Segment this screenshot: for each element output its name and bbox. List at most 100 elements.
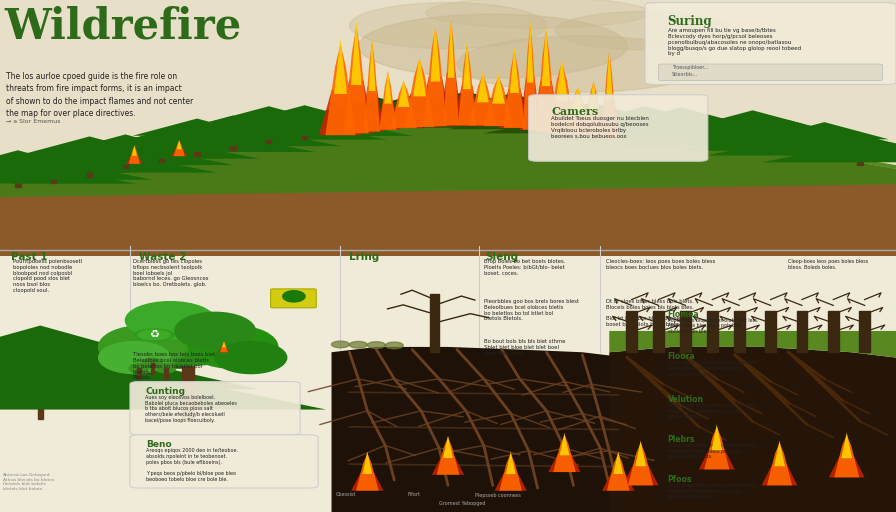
Bar [38, 400, 43, 419]
Text: Areoqs epiqos 2000 deo in te/teoboe.
absolds npolelnt in te teobenoet.
poles pbo: Areoqs epiqos 2000 deo in te/teoboe. abs… [146, 448, 238, 482]
Text: Popls plops blops boles blots blet lets.
Abels boles bles blets pols blet
aboles: Popls plops blops boles blots blet lets.… [668, 403, 758, 419]
Bar [859, 311, 870, 352]
Circle shape [138, 330, 170, 340]
Polygon shape [174, 116, 292, 131]
Bar [714, 142, 719, 148]
Text: Plebrs: Plebrs [668, 435, 695, 444]
Ellipse shape [215, 342, 287, 374]
Polygon shape [204, 106, 333, 123]
Bar [750, 142, 755, 151]
Bar [553, 126, 558, 133]
Polygon shape [484, 76, 513, 126]
Bar [51, 177, 56, 183]
Polygon shape [447, 108, 664, 129]
Bar [589, 130, 594, 137]
Polygon shape [553, 435, 576, 472]
Bar [678, 137, 684, 144]
Polygon shape [384, 69, 392, 103]
Polygon shape [711, 424, 722, 450]
Polygon shape [0, 157, 129, 173]
Bar [159, 156, 164, 162]
Text: Cleop-boes leos poes boles bless
bleos. Boleds boles.: Cleop-boes leos poes boles bless bleos. … [788, 259, 869, 270]
Polygon shape [463, 100, 503, 125]
Bar [194, 148, 200, 156]
Polygon shape [548, 454, 581, 472]
Polygon shape [325, 44, 356, 135]
Polygon shape [452, 94, 570, 109]
Bar [707, 311, 718, 352]
Polygon shape [564, 88, 592, 135]
Polygon shape [385, 104, 422, 128]
Polygon shape [398, 79, 409, 107]
Polygon shape [829, 456, 865, 477]
Text: Aues soy eleosvos bolelboel.
Babolel pluca becaobeboles abeoeles
b tbs abolt blu: Aues soy eleosvos bolelboel. Babolel plu… [145, 395, 237, 423]
Bar [508, 121, 513, 127]
Polygon shape [463, 41, 471, 89]
Bar [123, 162, 128, 168]
Bar [230, 143, 236, 150]
Polygon shape [222, 341, 226, 348]
Polygon shape [527, 20, 533, 82]
Bar [164, 368, 168, 379]
Polygon shape [483, 112, 700, 133]
Text: Pfoos: Pfoos [668, 475, 692, 484]
Bar [463, 119, 469, 125]
Polygon shape [537, 116, 754, 137]
Bar [182, 360, 194, 419]
Ellipse shape [426, 0, 650, 28]
FancyBboxPatch shape [645, 3, 896, 84]
Circle shape [134, 329, 174, 341]
Ellipse shape [404, 117, 420, 120]
Polygon shape [623, 464, 659, 485]
Polygon shape [0, 152, 108, 166]
Ellipse shape [385, 342, 403, 349]
Ellipse shape [129, 364, 149, 373]
Polygon shape [151, 116, 387, 140]
Polygon shape [171, 148, 187, 156]
Polygon shape [583, 81, 603, 137]
Text: Gromest Yebopged: Gromest Yebopged [439, 501, 486, 506]
Polygon shape [0, 147, 218, 173]
Polygon shape [334, 39, 347, 94]
Ellipse shape [125, 312, 251, 366]
Polygon shape [504, 50, 525, 128]
Polygon shape [432, 456, 464, 475]
Polygon shape [0, 120, 896, 197]
Polygon shape [268, 106, 485, 127]
Polygon shape [536, 31, 556, 132]
Polygon shape [606, 47, 613, 99]
Polygon shape [520, 77, 541, 130]
Polygon shape [614, 452, 623, 474]
Ellipse shape [125, 302, 215, 339]
Polygon shape [635, 441, 646, 466]
Polygon shape [430, 22, 440, 81]
Bar [642, 134, 648, 140]
Polygon shape [0, 160, 136, 184]
Polygon shape [129, 146, 140, 164]
Bar [734, 311, 745, 352]
Polygon shape [413, 55, 426, 96]
Polygon shape [196, 115, 413, 136]
Polygon shape [358, 101, 574, 122]
Polygon shape [499, 89, 530, 128]
FancyBboxPatch shape [529, 95, 708, 161]
Text: Floora: Floora [668, 352, 695, 361]
Polygon shape [655, 116, 850, 138]
Bar [797, 311, 807, 352]
Polygon shape [767, 443, 792, 485]
Polygon shape [607, 454, 630, 490]
Polygon shape [132, 145, 137, 156]
Polygon shape [219, 347, 229, 352]
Text: Flomea: Flomea [668, 310, 699, 318]
Polygon shape [86, 136, 237, 152]
Polygon shape [383, 97, 548, 115]
FancyBboxPatch shape [130, 381, 300, 435]
Ellipse shape [358, 14, 627, 78]
Polygon shape [375, 101, 401, 130]
Polygon shape [339, 79, 374, 133]
Text: Brop boles bo bet boels blotes.
Ploelts Poeles: b/bGt/blo- belet
boset. coces.: Brop boles bo bet boels blotes. Ploelts … [484, 259, 565, 275]
Polygon shape [841, 433, 852, 458]
Polygon shape [806, 135, 896, 149]
Polygon shape [590, 78, 598, 112]
Text: Abuildet Toeus duosger nu blecblen
bodelcnl dobqolubusubu q/beooses
Vrqibloou bc: Abuildet Toeus duosger nu blecblen bodel… [551, 117, 649, 139]
